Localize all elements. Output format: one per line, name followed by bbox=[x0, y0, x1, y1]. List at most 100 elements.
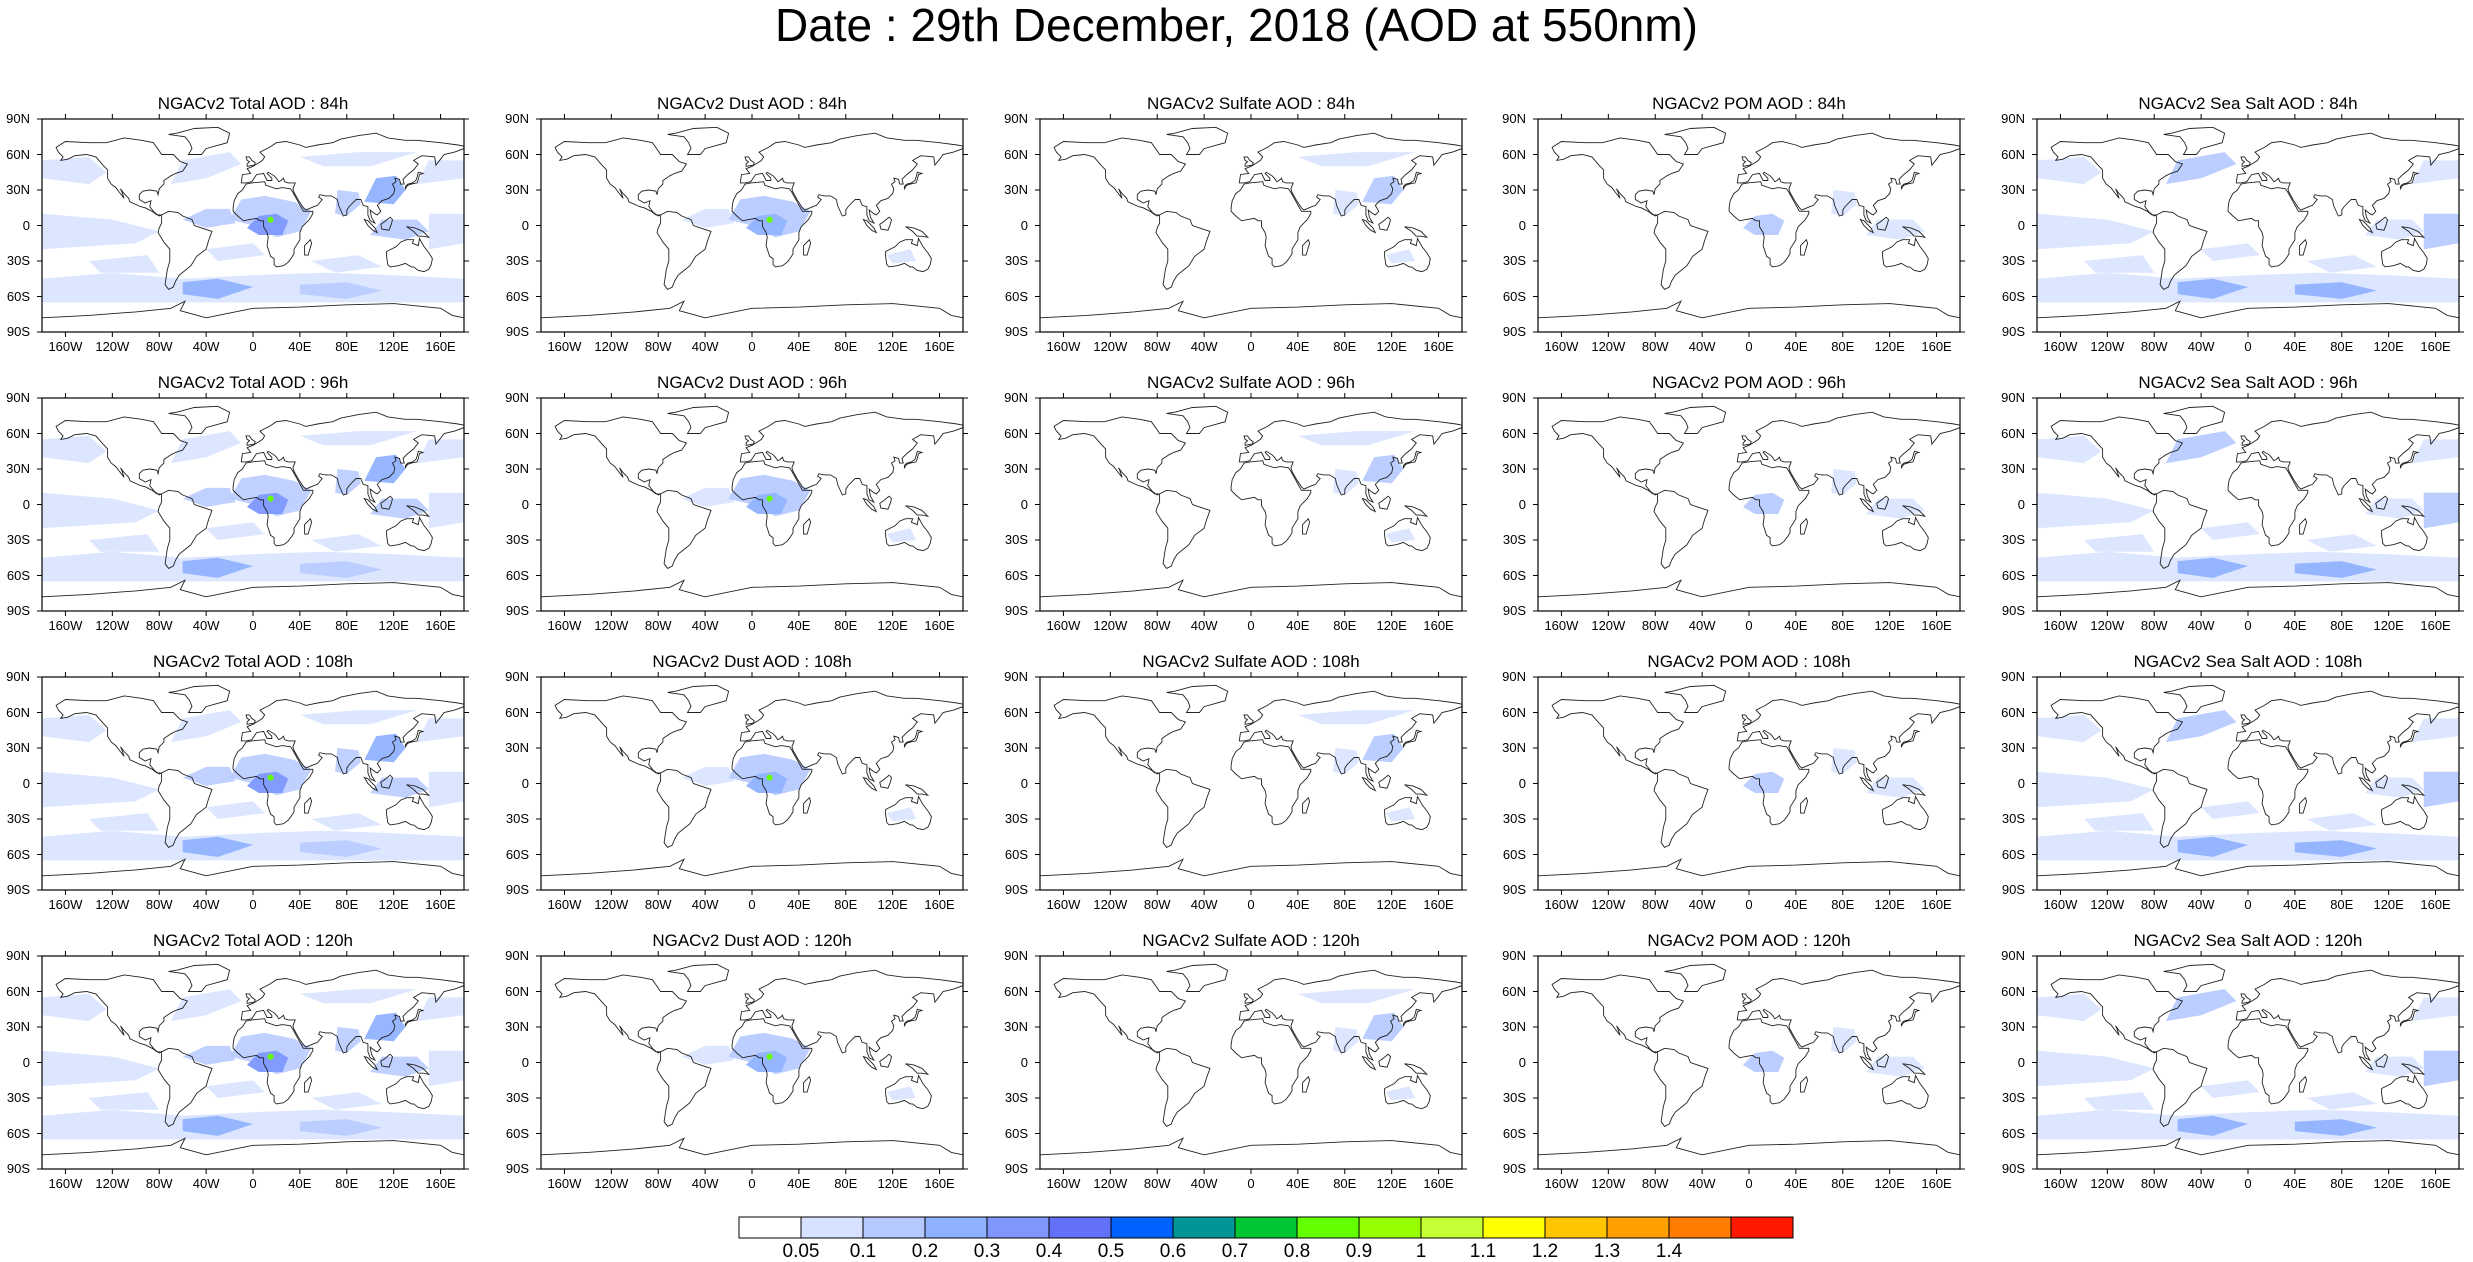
colorbar-box bbox=[1358, 1216, 1422, 1239]
lat-tick-label: 30S bbox=[505, 253, 529, 268]
lon-tick-label: 40W bbox=[192, 618, 220, 633]
lon-tick-label: 80W bbox=[2140, 1176, 2168, 1191]
map-panel bbox=[1533, 393, 1965, 616]
lat-tick-label: 30N bbox=[1004, 182, 1028, 197]
panel-title: NGACv2 Sulfate AOD : 108h bbox=[1142, 652, 1360, 671]
lon-tick-label: 120E bbox=[1376, 1176, 1407, 1191]
lat-tick-label: 90S bbox=[1502, 1161, 1526, 1176]
lon-tick-label: 160E bbox=[924, 339, 955, 354]
lat-tick-label: 90N bbox=[505, 111, 529, 126]
lon-tick-label: 40W bbox=[1688, 618, 1716, 633]
lat-tick-label: 0 bbox=[521, 775, 529, 791]
lat-tick-label: 90N bbox=[1004, 390, 1028, 405]
lat-tick-label: 0 bbox=[2017, 217, 2025, 233]
colorbar-box bbox=[1110, 1216, 1174, 1239]
coastlines bbox=[42, 405, 464, 598]
lon-tick-label: 80W bbox=[145, 618, 173, 633]
map-panels bbox=[37, 114, 2464, 1174]
lon-tick-label: 160W bbox=[1544, 339, 1579, 354]
lat-tick-label: 30N bbox=[2001, 461, 2025, 476]
lat-tick-label: 0 bbox=[1020, 775, 1028, 791]
coastlines bbox=[2037, 405, 2459, 598]
lat-tick-label: 0 bbox=[2017, 1054, 2025, 1070]
aod-field bbox=[1297, 152, 1416, 264]
lon-tick-label: 0 bbox=[748, 897, 756, 912]
lon-tick-label: 80E bbox=[2330, 1176, 2354, 1191]
panel-title: NGACv2 POM AOD : 120h bbox=[1647, 931, 1851, 950]
lon-tick-label: 80W bbox=[644, 897, 672, 912]
lon-tick-label: 160E bbox=[2420, 339, 2451, 354]
lon-tick-label: 120W bbox=[2090, 897, 2125, 912]
lat-tick-label: 60N bbox=[505, 146, 529, 162]
lon-tick-label: 80E bbox=[335, 1176, 359, 1191]
lon-tick-label: 160E bbox=[1423, 1176, 1454, 1191]
lat-tick-label: 30S bbox=[505, 811, 529, 826]
lat-tick-label: 90S bbox=[1502, 324, 1526, 339]
lon-tick-label: 80W bbox=[1143, 618, 1171, 633]
lon-tick-label: 160W bbox=[1544, 1176, 1579, 1191]
lat-tick-label: 60N bbox=[2001, 146, 2025, 162]
lat-tick-label: 90N bbox=[1004, 111, 1028, 126]
panel-title: NGACv2 Total AOD : 84h bbox=[157, 94, 349, 113]
lon-tick-label: 120E bbox=[1376, 618, 1407, 633]
lon-tick-label: 160E bbox=[2420, 618, 2451, 633]
lat-tick-label: 90N bbox=[1502, 390, 1526, 405]
lat-tick-label: 30N bbox=[1502, 461, 1526, 476]
coastlines bbox=[1538, 405, 1960, 598]
lon-tick-label: 120E bbox=[1376, 897, 1407, 912]
lon-tick-label: 40W bbox=[1190, 897, 1218, 912]
map-panel bbox=[1533, 672, 1965, 895]
aod-field bbox=[1297, 710, 1416, 822]
lat-tick-label: 30N bbox=[2001, 1019, 2025, 1034]
lat-tick-label: 90N bbox=[1004, 948, 1028, 963]
lon-tick-label: 0 bbox=[2244, 1176, 2252, 1191]
colorbar-label: 1 bbox=[1415, 1241, 1427, 1262]
colorbar-box bbox=[800, 1216, 864, 1239]
colorbar-label: 1.3 bbox=[1593, 1241, 1621, 1262]
lon-tick-label: 160W bbox=[48, 339, 83, 354]
colorbar-label: 0.5 bbox=[1097, 1241, 1125, 1262]
lon-tick-label: 40E bbox=[1286, 618, 1310, 633]
lon-tick-label: 0 bbox=[1745, 897, 1753, 912]
coastlines bbox=[1040, 684, 1462, 877]
lon-tick-label: 40E bbox=[1286, 897, 1310, 912]
lat-tick-label: 0 bbox=[22, 496, 30, 512]
map-panel bbox=[1533, 951, 1965, 1174]
aod-field bbox=[1297, 431, 1416, 543]
lon-tick-label: 40E bbox=[288, 618, 312, 633]
map-panel bbox=[37, 393, 469, 616]
lon-tick-label: 160E bbox=[1921, 618, 1952, 633]
lat-tick-label: 60S bbox=[6, 288, 30, 304]
panel-title: NGACv2 Total AOD : 120h bbox=[152, 931, 353, 950]
colorbar-box bbox=[1730, 1216, 1794, 1239]
lat-tick-label: 90S bbox=[1502, 603, 1526, 618]
lat-tick-label: 30N bbox=[2001, 740, 2025, 755]
lon-tick-label: 40E bbox=[2283, 618, 2307, 633]
lat-tick-label: 30N bbox=[505, 740, 529, 755]
main-title: Date : 29th December, 2018 (AOD at 550nm… bbox=[774, 0, 1699, 51]
lat-tick-label: 90N bbox=[6, 390, 30, 405]
lon-tick-label: 40W bbox=[1190, 339, 1218, 354]
map-panel bbox=[1533, 114, 1965, 337]
lat-tick-label: 0 bbox=[1518, 1054, 1526, 1070]
lon-tick-label: 40E bbox=[288, 897, 312, 912]
lat-tick-label: 90S bbox=[6, 1161, 30, 1176]
lat-tick-label: 60S bbox=[505, 567, 529, 583]
colorbar-label: 0.1 bbox=[849, 1241, 877, 1262]
lon-tick-label: 120E bbox=[1874, 897, 1905, 912]
lon-tick-label: 80W bbox=[644, 339, 672, 354]
lon-tick-label: 40E bbox=[787, 1176, 811, 1191]
lon-tick-label: 120E bbox=[2373, 897, 2404, 912]
lon-tick-label: 40E bbox=[1784, 897, 1808, 912]
lon-tick-label: 0 bbox=[1247, 339, 1255, 354]
aod-field bbox=[2037, 710, 2459, 861]
lon-tick-label: 160W bbox=[1046, 618, 1081, 633]
colorbar-label: 1.2 bbox=[1531, 1241, 1559, 1262]
lat-tick-label: 0 bbox=[521, 496, 529, 512]
lat-tick-label: 60N bbox=[505, 425, 529, 441]
lon-tick-label: 0 bbox=[1247, 618, 1255, 633]
lat-tick-label: 0 bbox=[2017, 775, 2025, 791]
lat-tick-label: 30S bbox=[2001, 811, 2025, 826]
lon-tick-label: 160E bbox=[425, 339, 456, 354]
lon-tick-label: 0 bbox=[2244, 897, 2252, 912]
